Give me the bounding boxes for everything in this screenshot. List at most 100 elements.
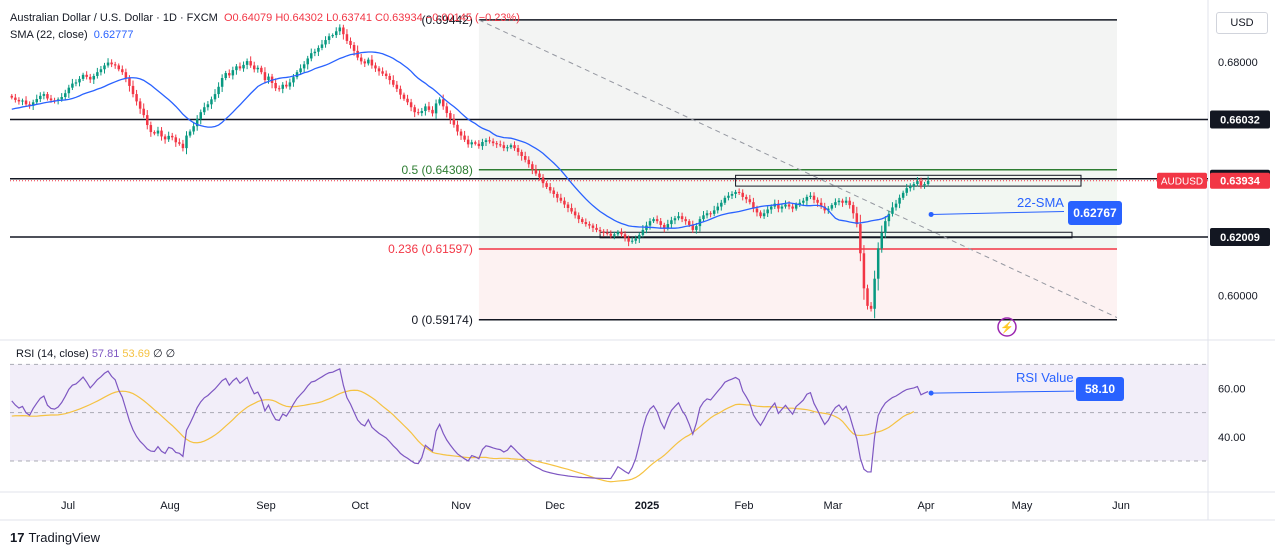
candle-body — [673, 218, 677, 221]
candle-body — [434, 103, 438, 114]
candle-body — [377, 68, 381, 72]
candle-body — [395, 84, 399, 89]
candle-body — [851, 205, 855, 214]
ohlc-values: O0.64079 H0.64302 L0.63741 C0.63934 −0.0… — [223, 12, 520, 24]
candle-body — [834, 202, 837, 206]
candle-body — [99, 69, 103, 73]
candle-body — [602, 231, 605, 233]
price-badge-bg — [1210, 227, 1270, 246]
candle-body — [170, 135, 174, 138]
candle-body — [784, 204, 787, 207]
candle-body — [488, 140, 491, 142]
event-icon — [997, 317, 1017, 337]
rsi-label[interactable]: RSI (14, close) — [16, 348, 89, 360]
candle-body — [720, 202, 723, 207]
candle-body — [655, 219, 659, 222]
candle-body — [392, 80, 395, 85]
candle-body — [402, 94, 406, 99]
candle-body — [363, 61, 367, 64]
candle-body — [67, 87, 71, 94]
candle-body — [545, 183, 548, 187]
lightning-icon: ⚡ — [1000, 321, 1014, 334]
price-badge-3: 0.62009 — [1220, 232, 1260, 244]
candle-body — [466, 139, 470, 145]
candle-body — [919, 181, 923, 186]
candle-body — [823, 206, 826, 211]
candle-body — [295, 72, 299, 78]
candle-body — [71, 83, 74, 88]
candle-body — [634, 238, 637, 241]
candle-body — [24, 100, 28, 105]
sma-line — [11, 51, 890, 229]
candle-body — [345, 34, 349, 41]
candle-body — [548, 186, 552, 191]
candle-body — [306, 58, 309, 65]
candle-body — [887, 213, 891, 222]
candle-body — [334, 31, 338, 36]
time-label-3: Oct — [351, 500, 368, 512]
rsi-annotation-arrow — [931, 390, 1075, 394]
candle-body — [256, 67, 260, 70]
candle-body — [81, 74, 85, 79]
candle-body — [748, 199, 752, 203]
price-badge-bg — [1210, 110, 1270, 129]
candle-body — [556, 193, 559, 198]
candle-body — [880, 232, 884, 249]
time-label-10: May — [1012, 500, 1033, 512]
candles — [10, 24, 930, 319]
candle-body — [684, 219, 687, 222]
candle-body — [188, 131, 192, 136]
candle-body — [652, 219, 655, 222]
candle-body — [541, 177, 545, 184]
candle-body — [620, 231, 623, 235]
candle-body — [103, 65, 106, 70]
sma-label[interactable]: SMA (22, close) — [10, 29, 88, 41]
candle-body — [534, 169, 538, 174]
candle-body — [203, 107, 206, 113]
candle-body — [841, 200, 844, 203]
time-label-2: Sep — [256, 500, 276, 512]
candle-body — [185, 135, 188, 149]
candle-body — [630, 240, 634, 242]
candle-body — [570, 208, 573, 212]
candle-body — [499, 144, 502, 146]
candle-body — [523, 156, 527, 160]
fib-zone-mid — [478, 169, 1117, 249]
candle-body — [459, 131, 463, 136]
resistance-zone-box — [735, 174, 1082, 187]
candle-body — [859, 224, 862, 254]
sma-badge-value: 0.62767 — [1073, 206, 1117, 220]
candle-body — [14, 97, 17, 100]
candle-body — [531, 164, 534, 170]
candle-body — [506, 147, 509, 149]
candle-body — [245, 61, 249, 65]
currency-button[interactable]: USD — [1216, 12, 1268, 34]
candle-body — [299, 68, 302, 73]
candle-body — [310, 53, 313, 59]
candle-body — [153, 132, 156, 134]
candle-body — [670, 220, 673, 225]
candle-body — [249, 61, 252, 66]
candle-body — [88, 76, 92, 80]
candle-body — [292, 77, 295, 83]
candle-body — [39, 95, 42, 100]
candle-body — [695, 226, 698, 230]
rsi-ma-legend-value: 53.69 — [122, 348, 150, 360]
candle-body — [128, 78, 131, 86]
candle-body — [220, 78, 224, 87]
tradingview-logo-icon: 17 — [10, 530, 25, 545]
candle-body — [10, 95, 14, 98]
symbol-title[interactable]: Australian Dollar / U.S. Dollar · 1D · F… — [10, 12, 218, 24]
candle-body — [381, 71, 384, 74]
candle-body — [338, 27, 342, 32]
candle-body — [456, 124, 459, 132]
candle-body — [178, 142, 181, 144]
candle-body — [370, 59, 374, 66]
tradingview-footer[interactable]: 17 TradingView — [10, 530, 100, 545]
candle-body — [901, 192, 905, 198]
sma-arrow-dot — [928, 211, 934, 217]
candle-body — [17, 99, 21, 102]
candle-body — [163, 136, 167, 140]
candle-body — [21, 100, 24, 102]
